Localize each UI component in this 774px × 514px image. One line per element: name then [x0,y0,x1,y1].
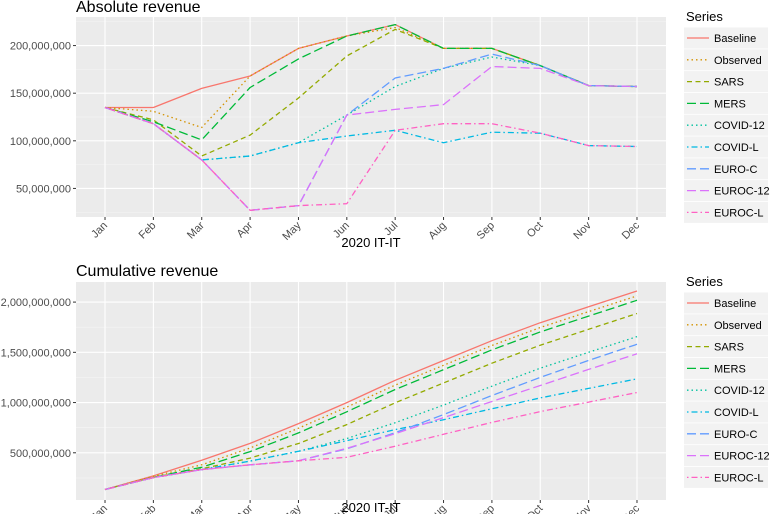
legend-label: SARS [714,342,744,354]
series-line-mers [104,299,638,491]
y-tick-label: 100,000,000 [10,136,71,148]
legend-label: EUROC-12 [714,451,770,463]
legend-title: Series [686,9,723,24]
series-line-euro-c [104,53,638,211]
x-tick-label: Aug [426,220,448,242]
y-tick-label: 200,000,000 [10,41,71,53]
legend-label: COVID-L [714,407,759,419]
x-tick-label: Oct [525,503,546,514]
y-tick-label: 500,000,000 [10,448,71,460]
x-tick-label: Feb [137,503,159,514]
x-tick-label: Jun [331,503,352,514]
legend-label: EURO-C [714,164,757,176]
y-tick-label: 1,000,000,000 [1,398,71,410]
legend-key-background [684,336,768,358]
x-tick-label: Nov [571,219,594,242]
legend-key-background [684,92,768,114]
legend-key-background [684,379,768,401]
x-tick-label: Sep [475,503,497,514]
legend: Series Baseline Observed SARS MERS COVID-12 C… [684,274,770,488]
legend-label: COVID-12 [714,120,765,132]
series-line-euro-c [104,343,638,491]
x-tick-label: Oct [525,220,546,241]
legend-key-background [684,401,768,423]
minor-gridlines [76,326,666,479]
series-line-euroc-l [104,106,638,211]
legend-label: COVID-12 [714,385,765,397]
y-tick-label: 1,500,000,000 [1,347,71,359]
series-line-observed [104,26,638,129]
x-tick-label: Apr [235,219,256,240]
legend-key-background [684,158,768,180]
legend-label: EUROC-L [714,472,764,484]
x-axis-label: 2020 IT-IT [341,235,400,250]
legend-key-background [684,292,768,314]
x-tick-label: Apr [235,502,256,514]
x-tick-label: Dec [620,502,643,514]
legend-key-background [684,27,768,49]
legend-label: MERS [714,98,746,110]
x-tick-label: Jan [89,220,110,241]
x-tick-label: Sep [475,220,497,242]
legend-key-background [684,49,768,71]
x-axis-label: 2020 IT-IT [341,500,400,514]
chart-title: Absolute revenue [76,0,201,16]
y-tick-label: 150,000,000 [10,88,71,100]
x-tick-label: Aug [426,503,448,514]
series-lines [104,23,638,211]
major-gridlines [76,282,666,500]
x-tick-label: Mar [185,219,207,241]
legend-key-background [684,314,768,336]
x-tick-label: Feb [137,220,159,242]
x-tick-label: May [280,502,304,514]
x-tick-label: Jul [382,503,400,514]
legend-label: Baseline [714,298,756,310]
minor-gridlines [76,21,666,213]
absolute-revenue-panel: Absolute revenue 50,000,000 100,000,000 15… [10,0,770,250]
legend-label: EUROC-12 [714,186,770,198]
series-line-covid-12 [104,56,638,161]
legend-label: Baseline [714,33,756,45]
legend-label: EUROC-L [714,207,764,219]
series-line-euroc-l [104,391,638,491]
series-line-sars [104,312,638,491]
y-tick-label: 2,000,000,000 [1,297,71,309]
legend-key-background [684,71,768,93]
legend-key-background [684,423,768,445]
x-tick-label: Mar [185,502,207,514]
legend-key-background [684,466,768,488]
x-tick-label: Nov [571,502,594,514]
chart-title: Cumulative revenue [76,263,218,280]
legend-label: COVID-L [714,142,759,154]
series-line-observed [104,295,638,491]
x-tick-label: May [280,219,304,243]
legend-label: EURO-C [714,429,757,441]
legend-key-background [684,201,768,223]
series-lines [104,290,638,491]
series-line-euroc-12 [104,353,638,491]
legend-label: Observed [714,55,762,67]
series-line-baseline [104,290,638,491]
legend-label: SARS [714,77,744,89]
series-line-euroc-12 [104,65,638,211]
y-tick-label: 50,000,000 [16,183,71,195]
legend-label: Observed [714,320,762,332]
y-axis: 50,000,000 100,000,000 150,000,000 200,000,… [10,41,76,195]
x-tick-label: Jan [89,503,110,514]
legend-title: Series [686,274,723,289]
x-axis: Jan Feb Mar Apr May Jun Jul Aug Sep Oct Nov Dec [89,500,642,514]
legend-key-background [684,180,768,202]
legend-key-background [684,114,768,136]
legend: Series Baseline Observed SARS MERS COVID-12 C… [684,9,770,223]
cumulative-revenue-panel: Cumulative revenue 500,000,000 1,000,000,… [1,263,770,514]
legend-key-background [684,357,768,379]
y-axis: 500,000,000 1,000,000,000 1,500,000,000 2,0… [1,297,76,460]
legend-label: MERS [714,363,746,375]
legend-key-background [684,136,768,158]
legend-key-background [684,445,768,467]
x-tick-label: Dec [620,219,643,242]
